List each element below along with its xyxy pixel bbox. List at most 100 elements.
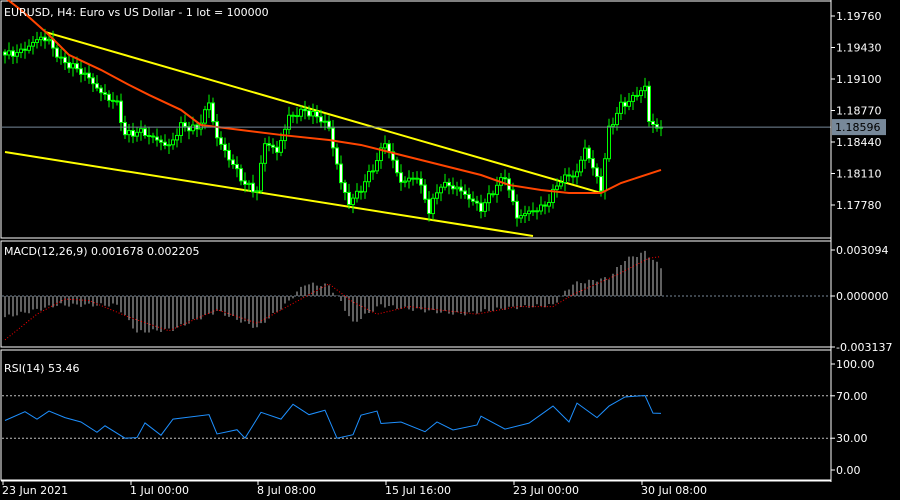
candle-body <box>91 77 95 85</box>
candle-body <box>223 143 227 151</box>
candle-body <box>31 41 35 47</box>
candle-body <box>235 163 239 170</box>
candle <box>487 185 491 212</box>
candle-body <box>603 158 607 192</box>
candle-body <box>183 122 187 128</box>
candle-body <box>351 197 355 206</box>
candle <box>515 194 519 227</box>
candle <box>355 183 359 203</box>
candle-body <box>539 204 543 212</box>
rsi-panel[interactable] <box>0 349 832 481</box>
candle-body <box>11 50 15 57</box>
candle <box>391 143 395 169</box>
candle-body <box>483 202 487 212</box>
candle-body <box>575 171 579 178</box>
candle <box>539 196 543 215</box>
candle-body <box>363 181 367 193</box>
candle <box>115 95 119 106</box>
candle <box>591 150 595 176</box>
candle-body <box>439 186 443 194</box>
candle <box>359 185 363 200</box>
candle <box>423 179 427 203</box>
macd-tick-label: -0.003137 <box>836 341 892 354</box>
candle-body <box>367 170 371 183</box>
candle <box>259 155 263 195</box>
candle <box>531 202 535 217</box>
candle <box>567 167 571 182</box>
candle-body <box>627 100 631 107</box>
candle-body <box>251 182 255 193</box>
price-panel[interactable] <box>0 0 832 239</box>
candle <box>239 164 243 186</box>
candle-body <box>279 140 283 153</box>
candle-body <box>63 56 67 64</box>
candle-body <box>563 174 567 184</box>
candle-body <box>115 100 119 103</box>
candle <box>535 207 539 220</box>
candle <box>327 115 331 132</box>
chart-title: EURUSD, H4: Euro vs US Dollar - 1 lot = … <box>4 6 269 19</box>
time-tick-label: 1 Jul 00:00 <box>130 484 189 497</box>
candle-body <box>347 191 351 206</box>
rsi-tick-label: 30.00 <box>836 432 868 445</box>
candle-body <box>567 174 571 177</box>
candle-body <box>55 47 59 58</box>
current-price-badge <box>832 119 886 136</box>
candle-body <box>359 190 363 193</box>
candle <box>419 171 423 194</box>
candle <box>411 172 415 186</box>
candle <box>163 134 167 150</box>
candle <box>643 77 647 99</box>
candle-body <box>167 144 171 147</box>
candle-body <box>307 110 311 117</box>
candle-body <box>647 85 651 122</box>
candle <box>283 124 287 150</box>
candle <box>279 132 283 157</box>
candle <box>63 52 67 71</box>
candle <box>223 137 227 158</box>
macd-tick-label: 0.000000 <box>836 290 889 303</box>
candle <box>607 118 611 162</box>
candle <box>243 172 247 193</box>
candle <box>467 187 471 208</box>
candle-body <box>431 197 435 215</box>
candle-body <box>271 144 275 148</box>
candle <box>103 84 107 100</box>
time-tick-label: 8 Jul 08:00 <box>257 484 316 497</box>
candle <box>227 142 231 168</box>
candle-body <box>59 56 63 59</box>
candle-body <box>127 130 131 136</box>
candle <box>659 120 663 137</box>
candle <box>155 128 159 147</box>
candle <box>295 106 299 124</box>
candle-body <box>143 128 147 137</box>
candle-body <box>179 122 183 136</box>
candle <box>167 138 171 155</box>
candle <box>347 183 351 209</box>
candle-body <box>375 160 379 172</box>
candle <box>471 191 475 206</box>
macd-tick-label: 0.003094 <box>836 244 889 257</box>
candle-body <box>491 193 495 196</box>
candle <box>627 93 631 111</box>
candle <box>387 139 391 159</box>
candle <box>275 140 279 161</box>
candle-body <box>355 190 359 199</box>
candle <box>559 176 563 190</box>
candle-body <box>463 190 467 195</box>
candle-body <box>23 48 27 51</box>
candle <box>15 44 19 64</box>
current-price-label: 1.18596 <box>835 121 881 134</box>
candle-body <box>495 184 499 195</box>
candle <box>583 139 587 169</box>
candle-body <box>427 198 431 215</box>
price-tick-label: 1.18770 <box>836 104 882 117</box>
candle-body <box>423 184 427 200</box>
candle <box>39 32 43 47</box>
price-axis: 1.18596 1.19760 1.19430 1.19100 1.18770 1.184… <box>830 0 892 482</box>
candle <box>19 43 23 59</box>
rsi-tick-label: 70.00 <box>836 390 868 403</box>
candle-body <box>419 178 423 186</box>
candle-body <box>379 147 383 162</box>
